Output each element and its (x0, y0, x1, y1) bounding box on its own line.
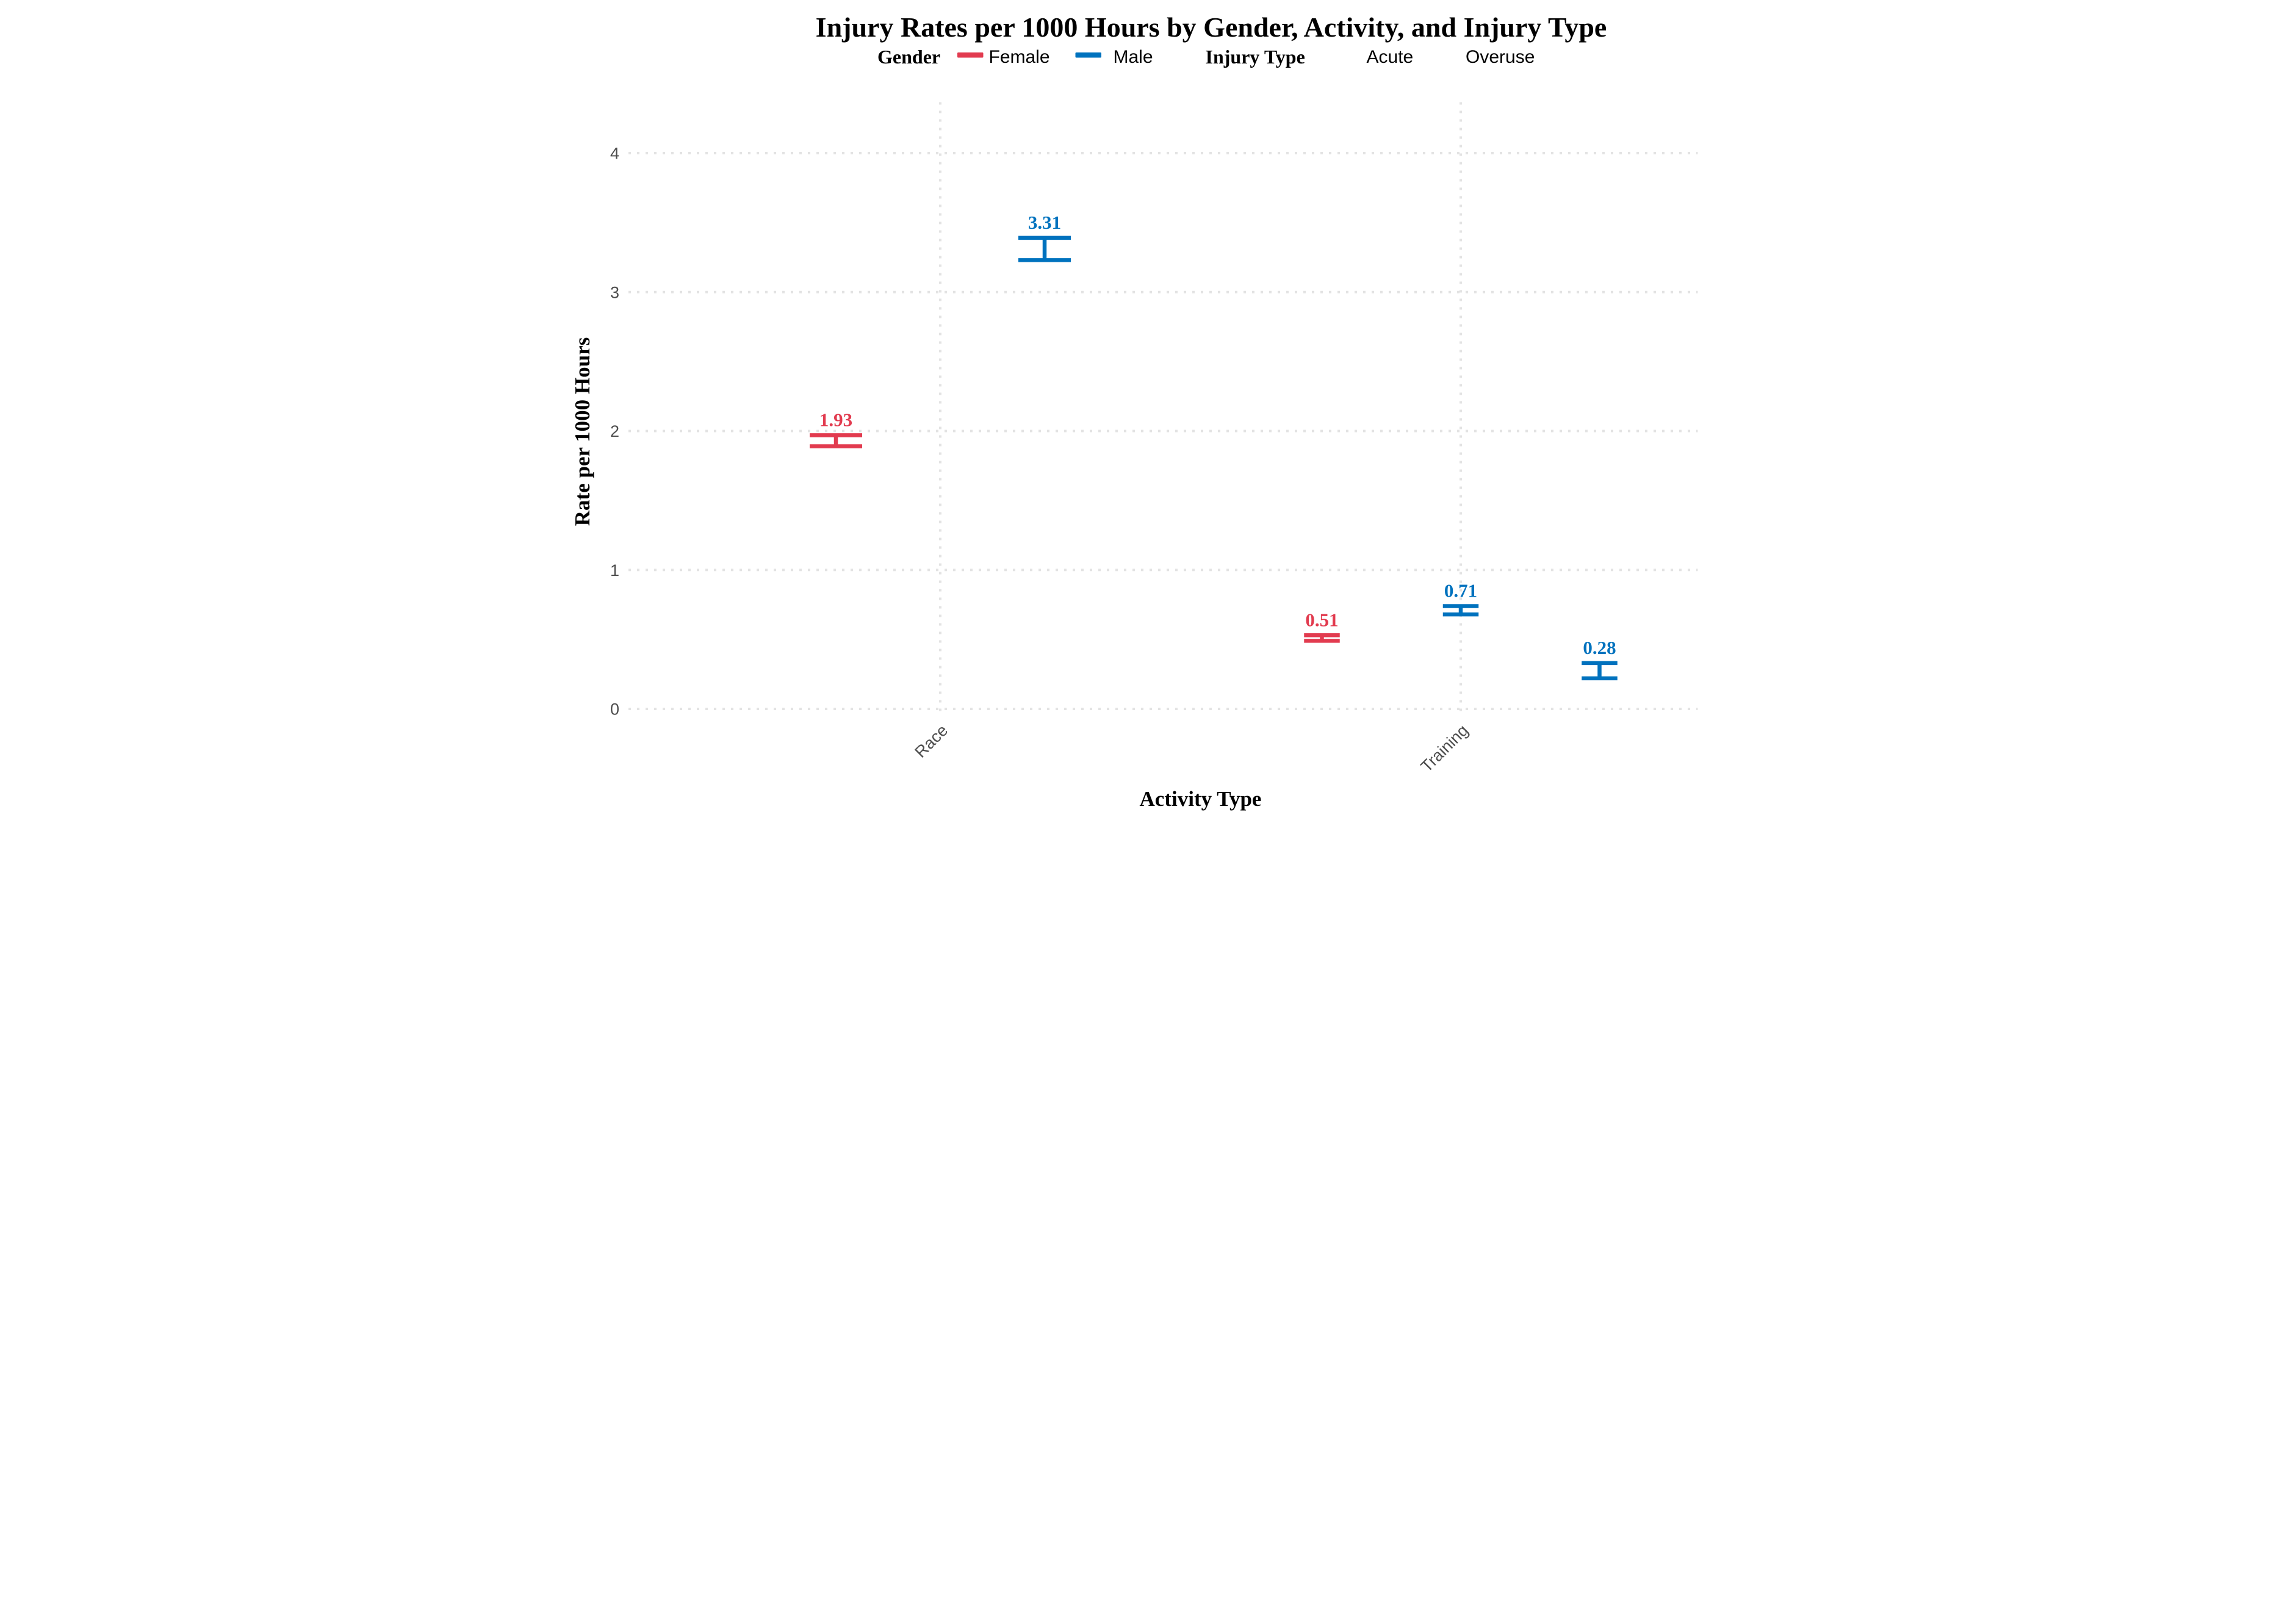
y-tick-label-1: 1 (610, 561, 619, 580)
legend-label-male: Male (1114, 47, 1153, 67)
legend-key-female (957, 52, 984, 58)
value-label: 0.51 (1305, 609, 1338, 630)
legend-label-acute: Acute (1367, 47, 1414, 67)
value-label: 3.31 (1028, 212, 1061, 233)
errorbar-training-3: 0.71 (1442, 580, 1479, 617)
value-label: 0.28 (1583, 637, 1616, 658)
mark-layer: 1.93 3.31 0.51 0.71 0.28 (810, 212, 1618, 681)
errorbar-race-1: 3.31 (1018, 212, 1071, 262)
y-axis-title: Rate per 1000 Hours (570, 337, 594, 526)
legend-key-acute (1327, 52, 1353, 58)
x-axis-title: Activity Type (1140, 787, 1262, 811)
injury-rate-chart: Injury Rates per 1000 Hours by Gender, A… (570, 0, 1711, 812)
value-label: 0.71 (1444, 580, 1477, 601)
legend-label-overuse: Overuse (1466, 47, 1535, 67)
errorbar-race-0: 1.93 (810, 409, 862, 448)
legend-key-male (1075, 52, 1101, 58)
legend: Gender Female Male Injury Type Acute Ove… (877, 46, 1535, 68)
errorbar-training-2: 0.51 (1304, 609, 1340, 643)
y-tick-label-3: 3 (610, 283, 619, 301)
value-label: 1.93 (819, 409, 852, 430)
errorbar-training-4: 0.28 (1582, 637, 1618, 681)
chart-canvas: Injury Rates per 1000 Hours by Gender, A… (570, 0, 1711, 812)
chart-title: Injury Rates per 1000 Hours by Gender, A… (816, 12, 1607, 43)
x-tick-label-training: Training (1417, 721, 1472, 775)
y-tick-label-4: 4 (610, 145, 619, 163)
legend-label-female: Female (989, 47, 1050, 67)
grid-layer (628, 102, 1698, 716)
x-tick-label-race: Race (911, 721, 951, 761)
y-tick-label-0: 0 (610, 700, 619, 719)
legend-gender-title: Gender (877, 46, 940, 68)
legend-key-overuse (1429, 52, 1455, 58)
y-tick-label-2: 2 (610, 422, 619, 440)
legend-injury-title: Injury Type (1206, 46, 1305, 68)
